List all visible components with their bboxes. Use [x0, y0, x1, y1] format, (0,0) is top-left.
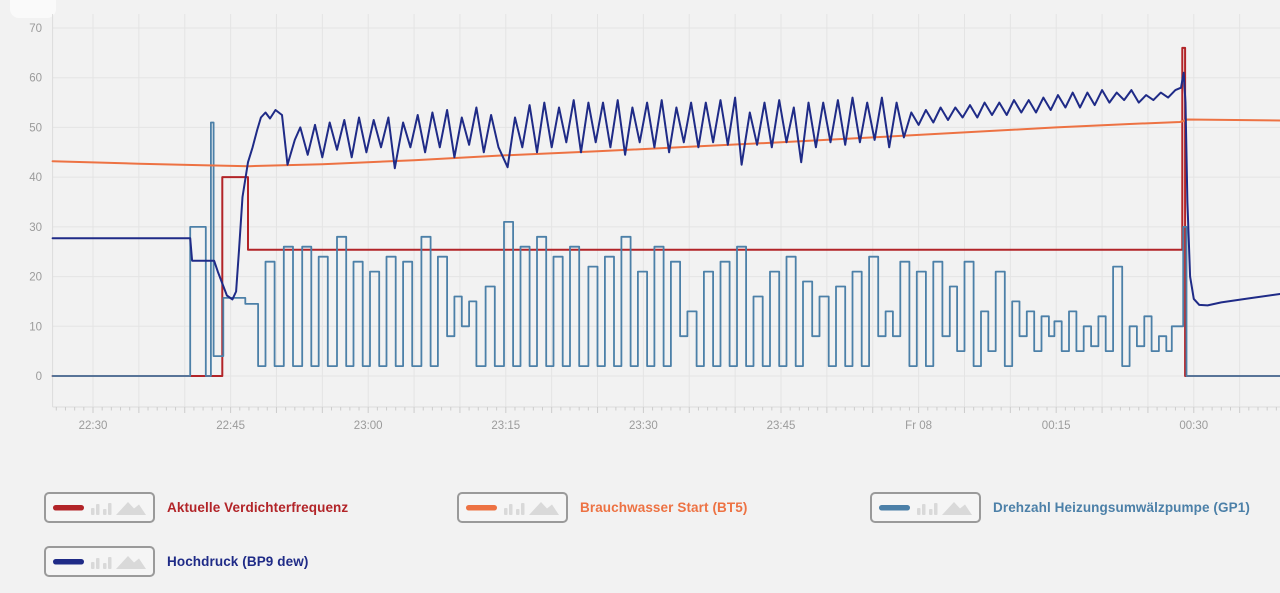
chart-type-icons [53, 555, 146, 569]
bars-icon [504, 502, 525, 515]
legend-type-selector-brauchwasser-start[interactable] [457, 492, 568, 523]
y-axis-label: 10 [29, 321, 42, 333]
y-axis-label: 20 [29, 272, 42, 284]
timeseries-chart[interactable]: 0 10 20 30 40 50 60 70 22:30 22:45 23:00 23:15 23:30… [0, 0, 1280, 450]
x-axis-label: Fr 08 [905, 420, 932, 432]
y-axis-label: 0 [36, 371, 42, 383]
legend-item-verdichterfrequenz: Aktuelle Verdichterfrequenz [44, 492, 348, 523]
y-axis-label: 50 [29, 122, 42, 134]
bars-icon [91, 502, 112, 515]
line-icon [879, 504, 910, 510]
series-aktuelle-verdichterfrequenz [51, 46, 1280, 377]
x-axis-label: 23:15 [491, 420, 520, 432]
line-icon [53, 504, 84, 510]
y-axis-label: 60 [29, 73, 42, 85]
legend-label-brauchwasser-start[interactable]: Brauchwasser Start (BT5) [580, 500, 748, 515]
area-icon [116, 555, 146, 569]
chart-type-icons [879, 501, 972, 515]
legend-type-selector-verdichterfrequenz[interactable] [44, 492, 155, 523]
x-axis-label: 22:45 [216, 420, 245, 432]
bars-icon [91, 556, 112, 569]
x-axis-label: 23:00 [354, 420, 383, 432]
chart-type-icons [53, 501, 146, 515]
area-icon [116, 501, 146, 515]
legend-item-brauchwasser-start: Brauchwasser Start (BT5) [457, 492, 747, 523]
x-axis-label: 22:30 [79, 420, 108, 432]
top-left-pill [10, 0, 56, 18]
y-axis-label: 30 [29, 222, 42, 234]
bars-icon [917, 502, 938, 515]
series-hochdruck-bp9-dew [51, 71, 1280, 307]
x-axis-label: 23:45 [767, 420, 796, 432]
legend-type-selector-hochdruck-bp9[interactable] [44, 546, 155, 577]
x-axis-label: 00:15 [1042, 420, 1071, 432]
chart-type-icons [466, 501, 559, 515]
series-brauchwasser-start-bt5 [51, 118, 1280, 168]
legend-item-drehzahl-gp1: Drehzahl Heizungsumwälzpumpe (GP1) [870, 492, 1250, 523]
area-icon [529, 501, 559, 515]
area-icon [942, 501, 972, 515]
series-drehzahl-heizungsumw-lzpumpe-gp1 [51, 121, 1280, 377]
line-icon [466, 504, 497, 510]
legend-label-hochdruck-bp9[interactable]: Hochdruck (BP9 dew) [167, 554, 309, 569]
legend-item-hochdruck-bp9: Hochdruck (BP9 dew) [44, 546, 308, 577]
legend-label-verdichterfrequenz[interactable]: Aktuelle Verdichterfrequenz [167, 500, 349, 515]
y-axis-label: 70 [29, 23, 42, 35]
y-axis-label: 40 [29, 172, 42, 184]
x-axis-label: 00:30 [1179, 420, 1208, 432]
line-icon [53, 558, 84, 564]
x-axis-label: 23:30 [629, 420, 658, 432]
legend-type-selector-drehzahl-gp1[interactable] [870, 492, 981, 523]
legend-label-drehzahl-gp1[interactable]: Drehzahl Heizungsumwälzpumpe (GP1) [993, 500, 1250, 515]
